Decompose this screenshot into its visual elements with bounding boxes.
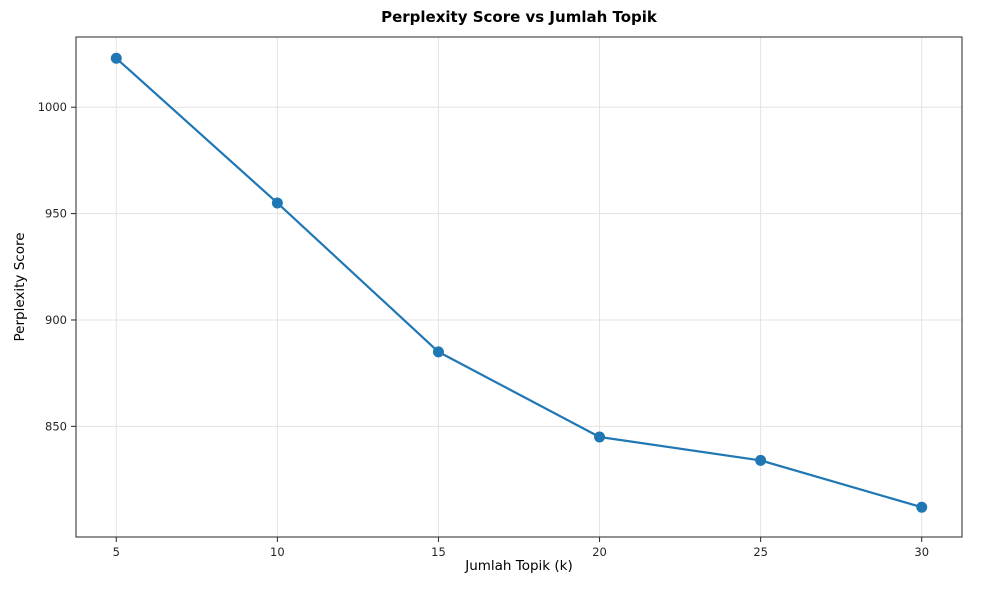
svg-text:15: 15 bbox=[431, 545, 446, 559]
svg-text:900: 900 bbox=[45, 313, 67, 327]
axes-spines bbox=[75, 36, 963, 538]
svg-text:30: 30 bbox=[914, 545, 929, 559]
grid-lines bbox=[76, 37, 962, 537]
chart-title: Perplexity Score vs Jumlah Topik bbox=[381, 8, 657, 26]
svg-text:5: 5 bbox=[113, 545, 120, 559]
svg-text:1000: 1000 bbox=[38, 100, 67, 114]
x-axis-label: Jumlah Topik (k) bbox=[465, 558, 573, 574]
svg-text:20: 20 bbox=[592, 545, 607, 559]
tick-labels: 5 10 15 20 25 30 850 900 950 1000 bbox=[38, 100, 929, 559]
tick-marks bbox=[71, 106, 923, 542]
svg-text:25: 25 bbox=[753, 545, 768, 559]
svg-text:850: 850 bbox=[45, 419, 67, 433]
data-series bbox=[110, 52, 928, 513]
svg-text:10: 10 bbox=[270, 545, 285, 559]
y-axis-label: Perplexity Score bbox=[12, 232, 28, 342]
svg-text:950: 950 bbox=[45, 207, 67, 221]
